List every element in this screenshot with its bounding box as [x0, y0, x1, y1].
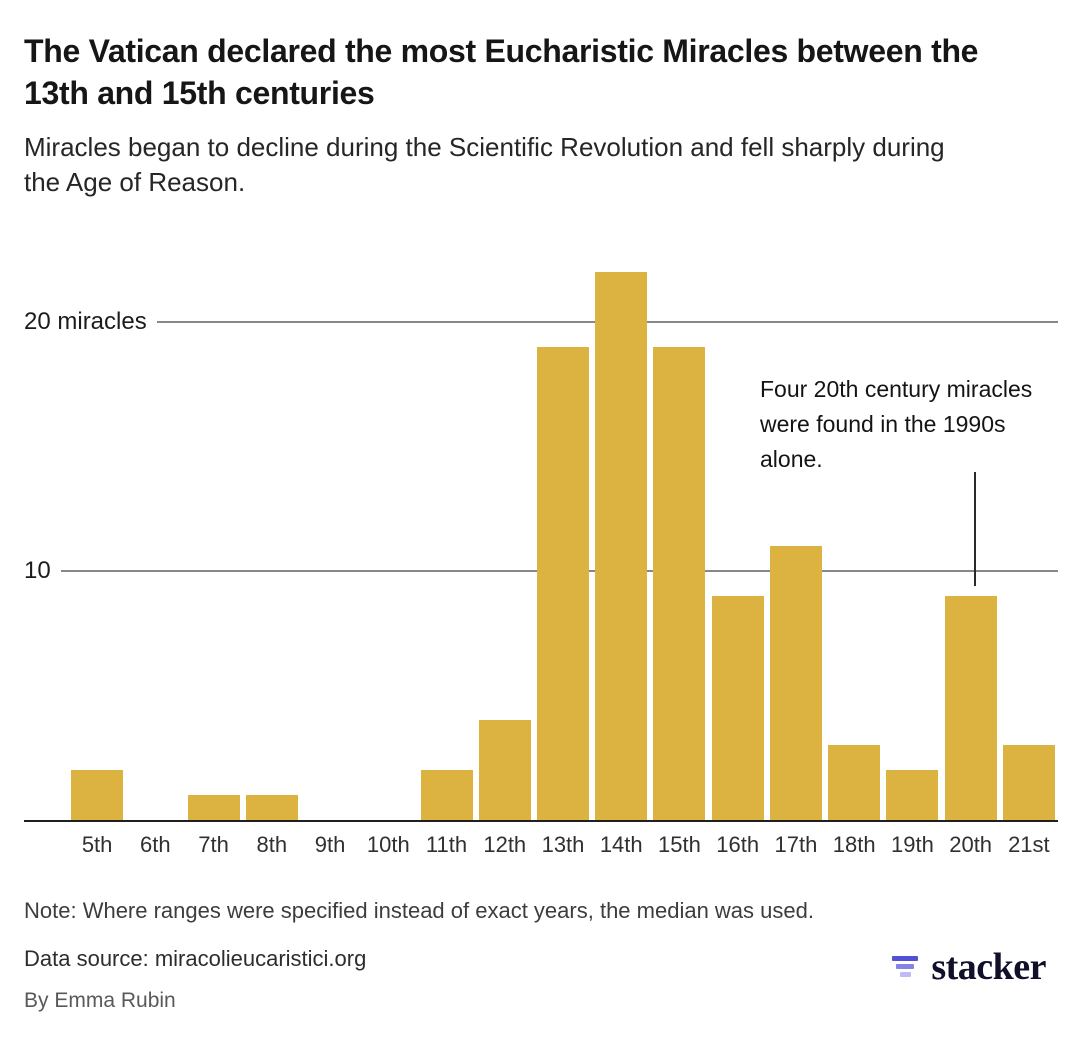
- bar-column-18th: [825, 260, 883, 820]
- byline: By Emma Rubin: [24, 988, 176, 1012]
- stacker-logo-icon: [890, 956, 920, 978]
- stacker-wordmark: stacker: [931, 945, 1046, 988]
- bar-column-5th: [68, 260, 126, 820]
- x-label-16th: 16th: [716, 831, 760, 857]
- footer: Data source: miracolieucaristici.org By …: [24, 946, 1058, 1013]
- x-label-7th: 7th: [198, 831, 229, 857]
- x-label-17th: 17th: [774, 831, 818, 857]
- y-tick-label-10: 10: [24, 556, 51, 584]
- bar-column-9th: [301, 260, 359, 820]
- bar-12th: [478, 720, 531, 820]
- x-label-12th: 12th: [483, 831, 527, 857]
- bar-15th: [653, 346, 706, 820]
- bar-11th: [420, 769, 473, 820]
- x-label-11th: 11th: [425, 831, 468, 857]
- bars-group: [68, 260, 1058, 820]
- bar-8th: [245, 794, 298, 820]
- data-source: Data source: miracolieucaristici.org: [24, 945, 367, 971]
- x-label-5th: 5th: [81, 831, 113, 857]
- bar-14th: [595, 272, 648, 820]
- bar-column-12th: [476, 260, 534, 820]
- bar-7th: [187, 794, 240, 820]
- bar-column-19th: [883, 260, 941, 820]
- bar-20th: [944, 595, 997, 820]
- bar-column-17th: [767, 260, 825, 820]
- bar-16th: [711, 595, 764, 820]
- x-axis-baseline: [24, 819, 1058, 822]
- page-title: The Vatican declared the most Eucharisti…: [24, 33, 979, 112]
- x-label-8th: 8th: [256, 831, 288, 857]
- annotation-text: Four 20th century miracles were found in…: [760, 375, 1033, 472]
- y-tick-label-20: 20 miracles: [24, 307, 147, 335]
- annotation-connector-line: [974, 471, 976, 586]
- x-label-18th: 18th: [832, 831, 876, 857]
- chart-note: Note: Where ranges were specified instea…: [24, 897, 814, 923]
- bar-chart: 10 20 miracles Four 20th century miracles…: [24, 260, 1058, 858]
- bar-column-11th: [417, 260, 475, 820]
- bar-column-21st: [1000, 260, 1058, 820]
- bar-column-13th: [534, 260, 592, 820]
- bar-column-16th: [709, 260, 767, 820]
- x-label-14th: 14th: [599, 831, 643, 857]
- chart-subtitle: Miracles began to decline during the Sci…: [24, 132, 945, 198]
- bar-column-20th: [942, 260, 1000, 820]
- bar-17th: [769, 545, 822, 820]
- x-axis-labels: 5th 6th 7th 8th 9th 10th 11th 12th 13th 14th 15th 1…: [68, 832, 1058, 858]
- stacker-logo: stacker: [890, 948, 1046, 986]
- bar-column-10th: [359, 260, 417, 820]
- plot-area: 10 20 miracles Four 20th century miracles…: [24, 260, 1058, 822]
- x-label-10th: 10th: [366, 831, 410, 857]
- bar-column-8th: [243, 260, 301, 820]
- credits: Data source: miracolieucaristici.org By …: [24, 946, 366, 1013]
- x-label-6th: 6th: [140, 831, 171, 857]
- bar-column-6th: [126, 260, 184, 820]
- x-label-15th: 15th: [658, 831, 701, 857]
- x-label-13th: 13th: [541, 831, 585, 857]
- x-label-20th: 20th: [949, 831, 993, 857]
- bar-column-15th: [650, 260, 708, 820]
- x-label-19th: 19th: [890, 831, 934, 857]
- bar-5th: [71, 769, 124, 820]
- bar-13th: [536, 346, 589, 820]
- bar-column-7th: [184, 260, 242, 820]
- x-label-9th: 9th: [314, 831, 346, 857]
- bar-21st: [1002, 744, 1055, 820]
- bar-column-14th: [592, 260, 650, 820]
- x-label-21st: 21st: [1008, 831, 1050, 857]
- bar-18th: [828, 744, 881, 820]
- bar-19th: [886, 769, 939, 820]
